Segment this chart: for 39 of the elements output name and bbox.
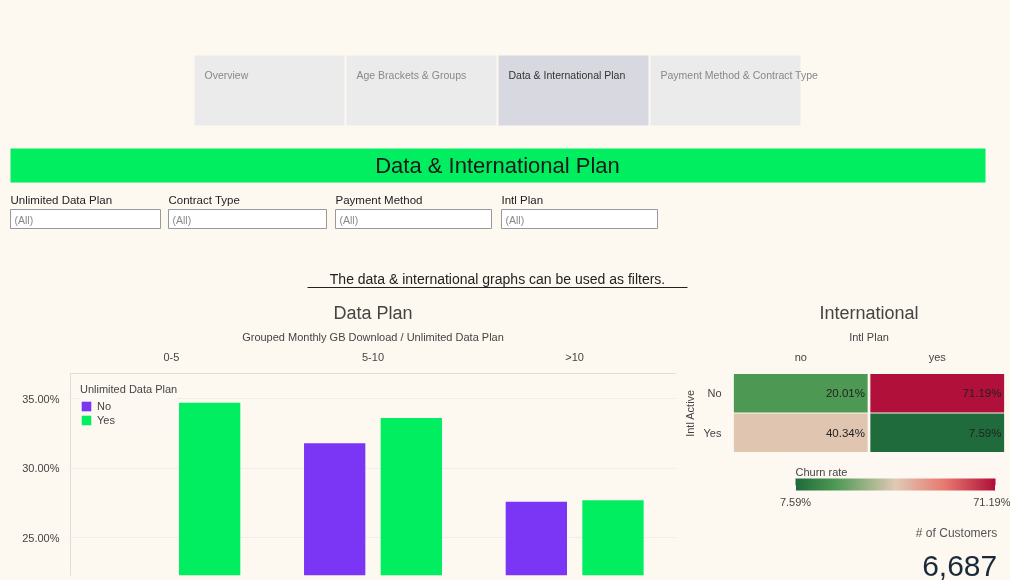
text: (All) [172,213,192,226]
data-label: 7.59% [968,426,1002,439]
text: Overview [204,68,249,81]
text: Data & International Plan [508,68,626,81]
text: Data & International Plan [375,153,620,178]
text: Intl Plan [501,193,544,206]
text: Payment Method & Contract Type [660,68,819,81]
x-tick-label: yes [928,350,947,363]
data-label: 71.19% [962,387,1002,400]
x-axis-title: Intl Plan [849,330,889,343]
text: The data & international graphs can be used as filters. [329,270,666,287]
text: 6,687 [922,548,998,582]
text: Age Brackets & Groups [356,68,467,81]
text: (All) [339,213,359,226]
y-tick-label: 35.00% [22,392,60,405]
y-axis-title: Intl Active [683,389,696,437]
y-tick-label: 30.00% [22,462,60,475]
x-tick-label: 0-5 [163,350,180,363]
y-tick-label: 25.00% [22,531,60,544]
legend-label: No [97,400,113,412]
text: Unlimited Data Plan [10,193,113,206]
text: Payment Method [335,193,423,206]
text: (All) [14,213,34,226]
x-tick-label: no [794,350,807,363]
legend-title: Unlimited Data Plan [80,383,178,395]
chart-title: Data Plan [333,302,413,323]
x-tick-label: 5-10 [361,350,385,363]
legend-label: Yes [97,414,116,426]
text: # of Customers [915,525,998,540]
chart-title: International [819,302,919,323]
x-tick-label: >10 [565,350,585,363]
x-axis-title: Grouped Monthly GB Download / Unlimited Data Plan [242,330,504,343]
text: Contract Type [168,193,240,206]
data-label: 40.34% [825,426,865,439]
data-label: 20.01% [825,387,865,400]
color-bar-title: Churn rate [795,465,848,478]
color-bar-label: 7.59% [779,495,812,508]
text: (All) [505,213,525,226]
color-bar-label: 71.19% [973,495,1011,508]
